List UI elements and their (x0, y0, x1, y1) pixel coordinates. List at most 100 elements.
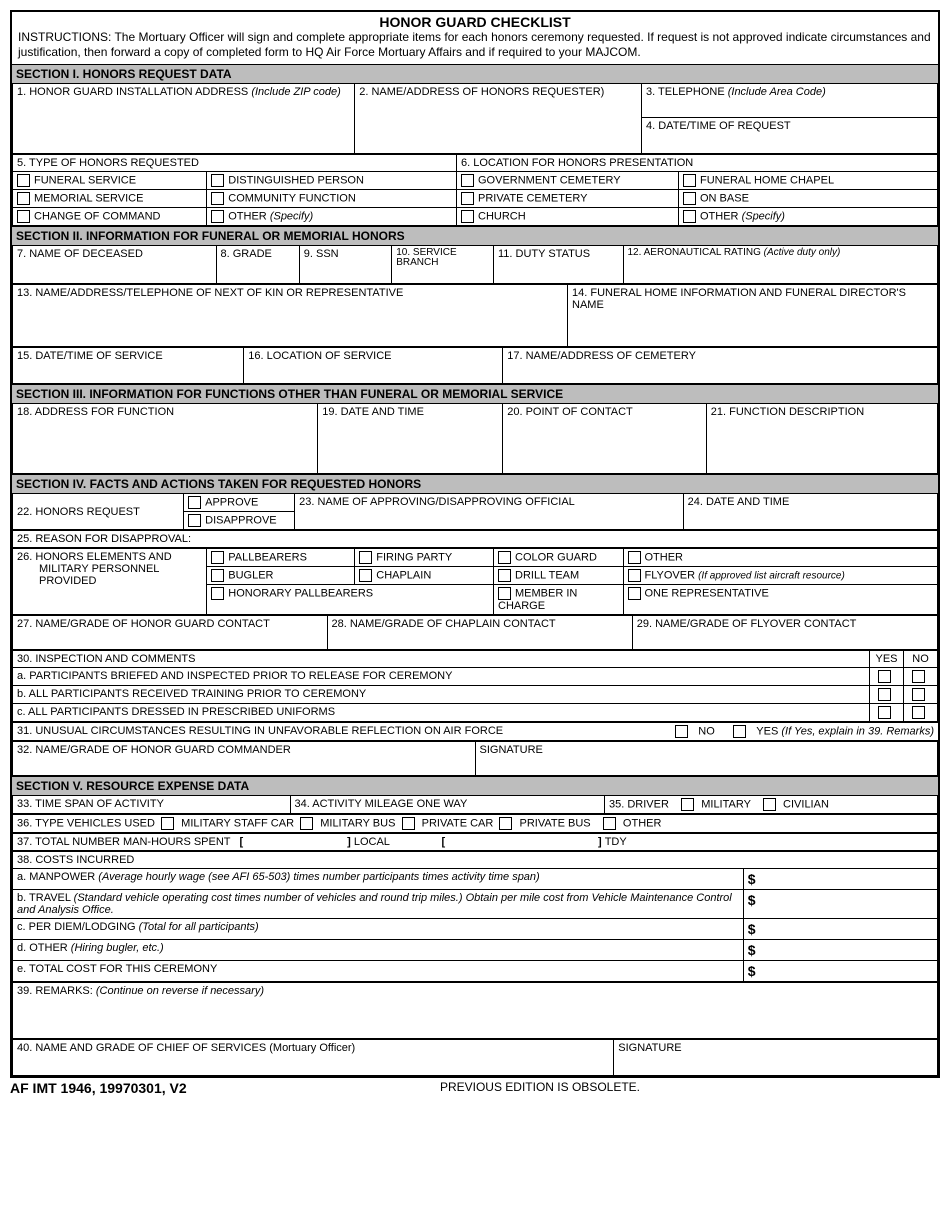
field-32-sig[interactable]: SIGNATURE (475, 742, 938, 776)
field-21[interactable]: 21. FUNCTION DESCRIPTION (706, 404, 937, 474)
field-2[interactable]: 2. NAME/ADDRESS OF HONORS REQUESTER) (355, 84, 642, 154)
opt-memorial-service[interactable]: MEMORIAL SERVICE (13, 190, 207, 208)
opt-funeral-home-chapel[interactable]: FUNERAL HOME CHAPEL (679, 172, 938, 190)
field-1[interactable]: 1. HONOR GUARD INSTALLATION ADDRESS (Inc… (13, 84, 355, 154)
field-11[interactable]: 11. DUTY STATUS (494, 246, 624, 284)
opt-type-other[interactable]: OTHER (Specify) (207, 208, 457, 226)
field-5-label: 5. TYPE OF HONORS REQUESTED (13, 155, 457, 172)
field-9[interactable]: 9. SSN (299, 246, 392, 284)
field-38-label: 38. COSTS INCURRED (13, 852, 938, 869)
chk-vehicle-other[interactable] (603, 817, 616, 830)
field-37[interactable]: 37. TOTAL NUMBER MAN-HOURS SPENT [ ] LOC… (13, 834, 938, 851)
field-3[interactable]: 3. TELEPHONE (Include Area Code) (642, 84, 938, 118)
field-38b: b. TRAVEL (Standard vehicle operating co… (13, 890, 744, 919)
form-edition-note: PREVIOUS EDITION IS OBSOLETE. (440, 1080, 640, 1096)
opt-pallbearers[interactable]: PALLBEARERS (207, 549, 355, 567)
chk-30b-yes[interactable] (870, 686, 904, 704)
opt-church[interactable]: CHURCH (457, 208, 679, 226)
cost-38d[interactable]: $ (743, 940, 937, 961)
field-40-sig[interactable]: SIGNATURE (614, 1040, 938, 1076)
section-1-header: SECTION I. HONORS REQUEST DATA (12, 64, 938, 83)
col-no: NO (904, 651, 938, 668)
opt-disapprove[interactable]: DISAPPROVE (184, 512, 295, 530)
chk-30a-yes[interactable] (870, 668, 904, 686)
field-30b: b. ALL PARTICIPANTS RECEIVED TRAINING PR… (13, 686, 870, 704)
chk-private-car[interactable] (402, 817, 415, 830)
field-39[interactable]: 39. REMARKS: (Continue on reverse if nec… (13, 983, 938, 1039)
chk-30a-no[interactable] (904, 668, 938, 686)
chk-30c-no[interactable] (904, 704, 938, 722)
field-31: 31. UNUSUAL CIRCUMSTANCES RESULTING IN U… (13, 723, 939, 741)
form-number: AF IMT 1946, 19970301, V2 (10, 1080, 187, 1096)
field-15[interactable]: 15. DATE/TIME OF SERVICE (13, 348, 244, 384)
field-30-label: 30. INSPECTION AND COMMENTS (13, 651, 870, 668)
field-23[interactable]: 23. NAME OF APPROVING/DISAPPROVING OFFIC… (295, 494, 684, 530)
field-30a: a. PARTICIPANTS BRIEFED AND INSPECTED PR… (13, 668, 870, 686)
opt-firing-party[interactable]: FIRING PARTY (355, 549, 494, 567)
field-35: 35. DRIVER MILITARY CIVILIAN (605, 796, 938, 814)
field-16[interactable]: 16. LOCATION OF SERVICE (244, 348, 503, 384)
opt-color-guard[interactable]: COLOR GUARD (494, 549, 624, 567)
opt-drill-team[interactable]: DRILL TEAM (494, 567, 624, 585)
form-footer: AF IMT 1946, 19970301, V2 PREVIOUS EDITI… (10, 1078, 940, 1096)
field-17[interactable]: 17. NAME/ADDRESS OF CEMETERY (503, 348, 938, 384)
opt-chaplain[interactable]: CHAPLAIN (355, 567, 494, 585)
field-18[interactable]: 18. ADDRESS FOR FUNCTION (13, 404, 318, 474)
cost-38a[interactable]: $ (743, 869, 937, 890)
field-24[interactable]: 24. DATE AND TIME (683, 494, 937, 530)
opt-change-of-command[interactable]: CHANGE OF COMMAND (13, 208, 207, 226)
field-13[interactable]: 13. NAME/ADDRESS/TELEPHONE OF NEXT OF KI… (13, 285, 568, 347)
opt-funeral-service[interactable]: FUNERAL SERVICE (13, 172, 207, 190)
opt-bugler[interactable]: BUGLER (207, 567, 355, 585)
field-25[interactable]: 25. REASON FOR DISAPPROVAL: (13, 531, 938, 548)
field-33[interactable]: 33. TIME SPAN OF ACTIVITY (13, 796, 291, 814)
field-12[interactable]: 12. AERONAUTICAL RATING (Active duty onl… (623, 246, 938, 284)
field-32[interactable]: 32. NAME/GRADE OF HONOR GUARD COMMANDER (13, 742, 476, 776)
section-2-header: SECTION II. INFORMATION FOR FUNERAL OR M… (12, 226, 938, 245)
section-5-header: SECTION V. RESOURCE EXPENSE DATA (12, 776, 938, 795)
chk-31-no[interactable] (675, 725, 688, 738)
chk-31-yes[interactable] (733, 725, 746, 738)
field-38a: a. MANPOWER (Average hourly wage (see AF… (13, 869, 744, 890)
opt-distinguished-person[interactable]: DISTINGUISHED PERSON (207, 172, 457, 190)
field-4[interactable]: 4. DATE/TIME OF REQUEST (642, 118, 938, 154)
chk-30c-yes[interactable] (870, 704, 904, 722)
chk-military-driver[interactable] (681, 798, 694, 811)
field-14[interactable]: 14. FUNERAL HOME INFORMATION AND FUNERAL… (568, 285, 938, 347)
opt-member-in-charge[interactable]: MEMBER IN CHARGE (494, 585, 624, 615)
opt-private-cemetery[interactable]: PRIVATE CEMETERY (457, 190, 679, 208)
field-34[interactable]: 34. ACTIVITY MILEAGE ONE WAY (290, 796, 605, 814)
field-10[interactable]: 10. SERVICE BRANCH (392, 246, 494, 284)
field-38e: e. TOTAL COST FOR THIS CEREMONY (13, 961, 744, 982)
field-27[interactable]: 27. NAME/GRADE OF HONOR GUARD CONTACT (13, 616, 328, 650)
field-29[interactable]: 29. NAME/GRADE OF FLYOVER CONTACT (632, 616, 937, 650)
opt-honorary-pallbearers[interactable]: HONORARY PALLBEARERS (207, 585, 494, 615)
section-1-table: 1. HONOR GUARD INSTALLATION ADDRESS (Inc… (12, 83, 938, 154)
field-20[interactable]: 20. POINT OF CONTACT (503, 404, 707, 474)
opt-loc-other[interactable]: OTHER (Specify) (679, 208, 938, 226)
chk-civilian-driver[interactable] (763, 798, 776, 811)
opt-community-function[interactable]: COMMUNITY FUNCTION (207, 190, 457, 208)
opt-on-base[interactable]: ON BASE (679, 190, 938, 208)
chk-private-bus[interactable] (499, 817, 512, 830)
opt-one-rep[interactable]: ONE REPRESENTATIVE (623, 585, 938, 615)
chk-staff-car[interactable] (161, 817, 174, 830)
field-19[interactable]: 19. DATE AND TIME (318, 404, 503, 474)
chk-30b-no[interactable] (904, 686, 938, 704)
cost-38c[interactable]: $ (743, 919, 937, 940)
section-1b-table: 5. TYPE OF HONORS REQUESTED 6. LOCATION … (12, 154, 938, 226)
field-26-label: 26. HONORS ELEMENTS AND MILITARY PERSONN… (13, 549, 207, 615)
opt-approve[interactable]: APPROVE (184, 494, 295, 512)
cost-38e[interactable]: $ (743, 961, 937, 982)
field-7[interactable]: 7. NAME OF DECEASED (13, 246, 217, 284)
chk-military-bus[interactable] (300, 817, 313, 830)
opt-flyover[interactable]: FLYOVER (If approved list aircraft resou… (623, 567, 938, 585)
field-6-label: 6. LOCATION FOR HONORS PRESENTATION (457, 155, 938, 172)
cost-38b[interactable]: $ (743, 890, 937, 919)
field-28[interactable]: 28. NAME/GRADE OF CHAPLAIN CONTACT (327, 616, 632, 650)
field-8[interactable]: 8. GRADE (216, 246, 299, 284)
opt-gov-cemetery[interactable]: GOVERNMENT CEMETERY (457, 172, 679, 190)
field-30c: c. ALL PARTICIPANTS DRESSED IN PRESCRIBE… (13, 704, 870, 722)
field-40[interactable]: 40. NAME AND GRADE OF CHIEF OF SERVICES … (13, 1040, 614, 1076)
opt-other-26[interactable]: OTHER (623, 549, 938, 567)
